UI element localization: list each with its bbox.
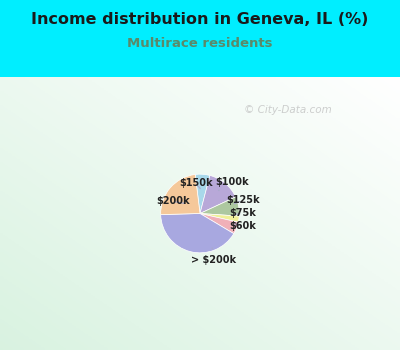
Wedge shape (161, 175, 200, 215)
Text: $200k: $200k (156, 196, 190, 206)
Text: $75k: $75k (229, 209, 256, 218)
Wedge shape (200, 175, 236, 214)
Text: $150k: $150k (179, 178, 212, 189)
Wedge shape (195, 174, 210, 214)
Wedge shape (200, 214, 239, 222)
Text: $100k: $100k (215, 177, 248, 190)
Text: $125k: $125k (226, 195, 260, 205)
Text: Income distribution in Geneva, IL (%): Income distribution in Geneva, IL (%) (31, 12, 369, 27)
Wedge shape (200, 197, 239, 216)
Wedge shape (161, 214, 234, 253)
Text: $60k: $60k (229, 220, 256, 231)
Wedge shape (200, 214, 238, 234)
Text: Multirace residents: Multirace residents (127, 37, 273, 50)
Text: > $200k: > $200k (190, 248, 236, 265)
Text: © City-Data.com: © City-Data.com (244, 105, 332, 115)
